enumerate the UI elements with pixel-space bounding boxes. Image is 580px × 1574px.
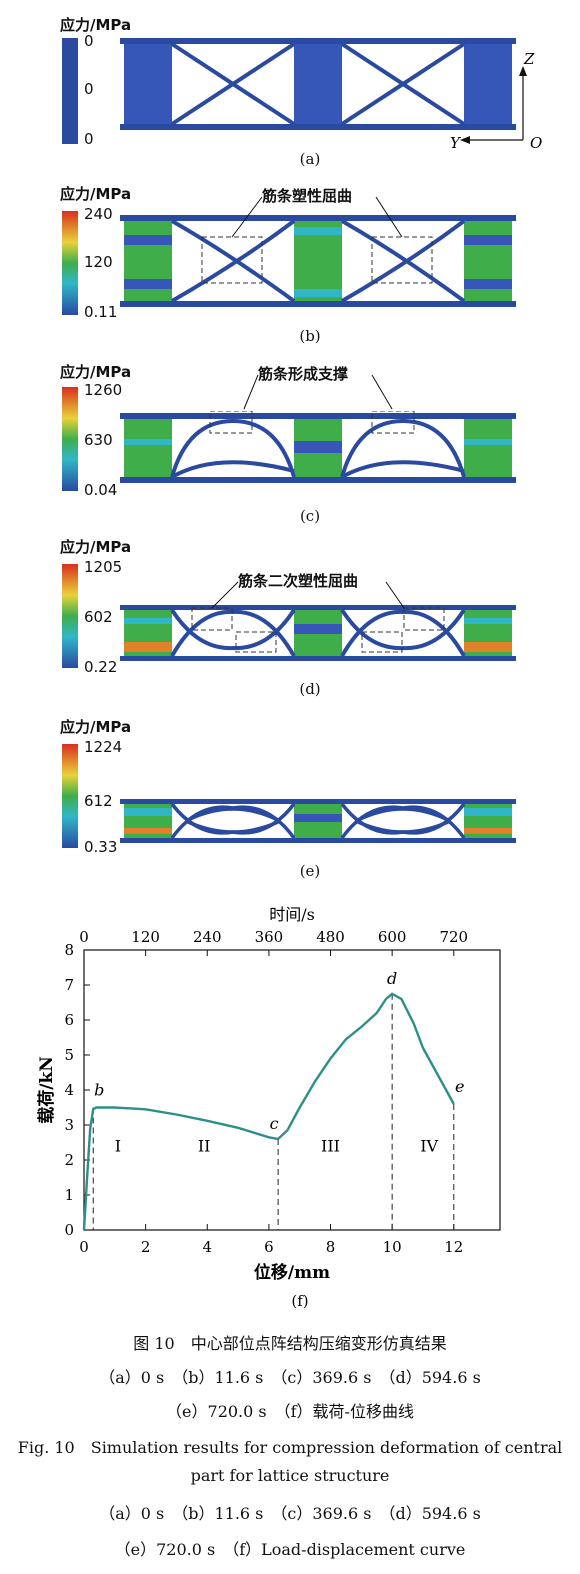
top-tick-label: 720 — [439, 928, 468, 946]
x-tick-label: 10 — [383, 1238, 402, 1256]
colorbar-max: 1224 — [84, 738, 122, 756]
top-tick-label: 600 — [378, 928, 407, 946]
y-tick-label: 0 — [64, 1221, 74, 1239]
colorbar — [62, 38, 78, 144]
x-tick-label: 2 — [141, 1238, 151, 1256]
top-axis-label: 时间/s — [269, 905, 315, 924]
region-label: III — [321, 1136, 340, 1155]
y-axis-label: 载荷/kN — [36, 1056, 57, 1124]
caption-cn-line1: （a）0 s （b）11.6 s （c）369.6 s （d）594.6 s — [0, 1364, 580, 1388]
plot-frame — [84, 950, 500, 1230]
panel-label: (c) — [0, 507, 580, 525]
region-label: II — [198, 1136, 211, 1155]
point-label-e: e — [455, 1077, 464, 1096]
y-axis-label: Y — [450, 134, 462, 150]
point-label-d: d — [387, 969, 397, 988]
panel-label: (f) — [291, 1292, 308, 1310]
top-tick-label: 360 — [255, 928, 284, 946]
colorbar-title: 应力/MPa — [60, 716, 131, 737]
colorbar-max: 0 — [84, 32, 94, 50]
colorbar — [62, 744, 78, 848]
x-axis-label: 位移/mm — [254, 1262, 330, 1283]
colorbar-min: 0 — [84, 130, 94, 148]
panel-a: 应力/MPa 0 0 0 Z Y O (a) — [0, 0, 580, 175]
y-tick-label: 6 — [64, 1011, 74, 1029]
top-tick-label: 0 — [79, 928, 89, 946]
point-label-c: c — [270, 1114, 279, 1133]
origin-label: O — [530, 134, 542, 150]
y-tick-label: 7 — [64, 976, 74, 994]
coordinate-axes: Z Y O — [440, 40, 550, 150]
panel-label: (d) — [0, 680, 580, 698]
point-label-b: b — [94, 1081, 104, 1100]
region-label: I — [115, 1136, 121, 1155]
top-tick-label: 120 — [131, 928, 160, 946]
colorbar-title: 应力/MPa — [60, 14, 131, 35]
z-axis-label: Z — [523, 50, 535, 68]
x-tick-label: 12 — [444, 1238, 463, 1256]
panel-label: (e) — [0, 862, 580, 880]
y-tick-label: 8 — [64, 941, 74, 959]
caption-en-line2: （e）720.0 s （f）Load-displacement curve — [0, 1536, 580, 1560]
region-label: IV — [420, 1136, 438, 1155]
caption-en-line1: （a）0 s （b）11.6 s （c）369.6 s （d）594.6 s — [0, 1500, 580, 1524]
y-tick-label: 2 — [64, 1151, 74, 1169]
load-curve — [84, 994, 454, 1230]
colorbar-mid: 612 — [84, 792, 113, 810]
x-tick-label: 8 — [326, 1238, 336, 1256]
y-tick-label: 4 — [64, 1081, 74, 1099]
panel-b: 应力/MPa 240 120 0.11 筋条塑性屈曲 (b) — [0, 175, 580, 355]
panel-label: (b) — [0, 327, 580, 345]
lattice-structure — [118, 798, 518, 844]
annotation-leaders — [0, 355, 580, 530]
panel-d: 应力/MPa 1205 602 0.22 筋条二次塑性屈曲 (d) — [0, 530, 580, 710]
caption-en-title1: Fig. 10 Simulation results for compressi… — [0, 1434, 580, 1458]
top-tick-label: 480 — [316, 928, 345, 946]
x-tick-label: 6 — [264, 1238, 274, 1256]
caption-cn-line2: （e）720.0 s （f）载荷-位移曲线 — [0, 1398, 580, 1422]
panel-e: 应力/MPa 1224 612 0.33 (e) — [0, 710, 580, 890]
caption-en-title2: part for lattice structure — [0, 1466, 580, 1485]
colorbar-mid: 0 — [84, 80, 94, 98]
panel-label: (a) — [0, 150, 580, 168]
y-tick-label: 1 — [64, 1186, 74, 1204]
y-tick-label: 5 — [64, 1046, 74, 1064]
x-tick-label: 0 — [79, 1238, 89, 1256]
y-tick-label: 3 — [64, 1116, 74, 1134]
x-tick-label: 4 — [202, 1238, 212, 1256]
panel-c: 应力/MPa 1260 630 0.04 筋条形成支撑 (c) — [0, 355, 580, 530]
caption-cn-title: 图 10 中心部位点阵结构压缩变形仿真结果 — [0, 1330, 580, 1354]
colorbar-min: 0.33 — [84, 838, 117, 856]
top-tick-label: 240 — [193, 928, 222, 946]
